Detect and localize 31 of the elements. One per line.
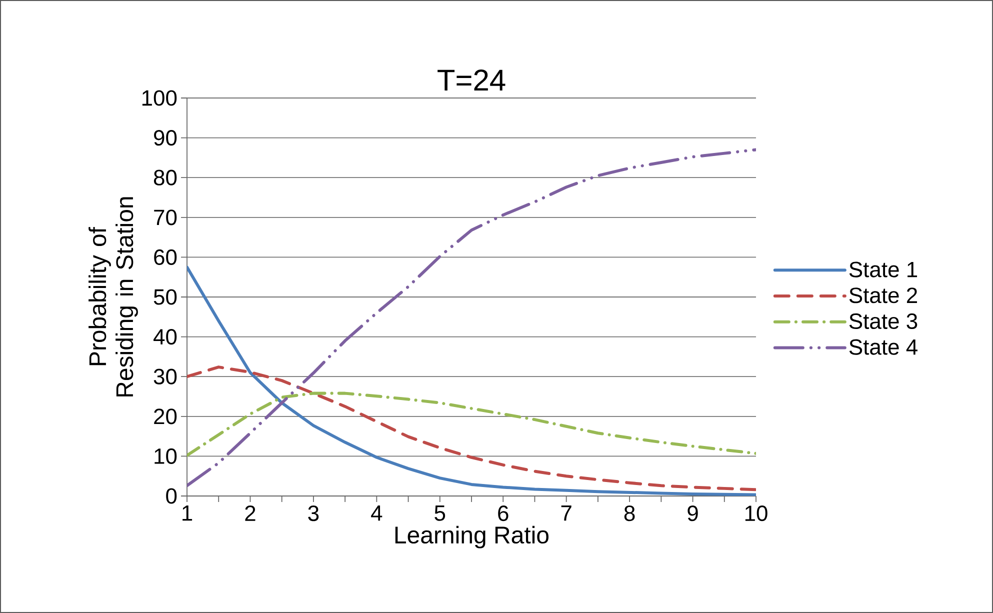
y-tick-label: 90 [154, 130, 177, 146]
legend-label: State 1 [849, 262, 918, 278]
x-tick-label: 2 [245, 506, 256, 521]
y-tick-label: 70 [154, 210, 177, 226]
legend-label: State 2 [849, 288, 917, 304]
x-tick-label: 10 [745, 506, 768, 522]
line-series [187, 392, 756, 457]
legend-label: State 4 [849, 339, 918, 355]
x-tick-label: 6 [498, 506, 508, 522]
line-series [187, 366, 756, 492]
x-tick-label: 4 [371, 506, 382, 521]
x-tick-label: 3 [308, 506, 319, 522]
x-tick-label: 1 [182, 506, 192, 521]
x-tick-label: 9 [688, 506, 698, 522]
y-axis-title: Probability of Residing in Station [88, 197, 138, 396]
y-tick-label: 50 [154, 289, 177, 305]
y-tick-label: 30 [154, 368, 177, 384]
line-series [187, 148, 756, 488]
y-tick-label: 0 [166, 488, 177, 504]
y-tick-label: 80 [154, 170, 177, 186]
y-tick-label: 60 [154, 249, 177, 265]
x-tick-label: 5 [434, 506, 446, 521]
legend-label: State 3 [849, 313, 918, 330]
x-axis-title: Learning Ratio [395, 526, 548, 548]
x-tick-label: 7 [561, 506, 572, 521]
y-tick-label: 20 [154, 408, 177, 424]
x-tick-label: 8 [624, 506, 635, 522]
y-tick-label: 100 [142, 90, 177, 106]
chart-title: T=24 [438, 70, 506, 90]
y-tick-label: 10 [154, 448, 177, 464]
y-tick-label: 40 [154, 329, 177, 345]
